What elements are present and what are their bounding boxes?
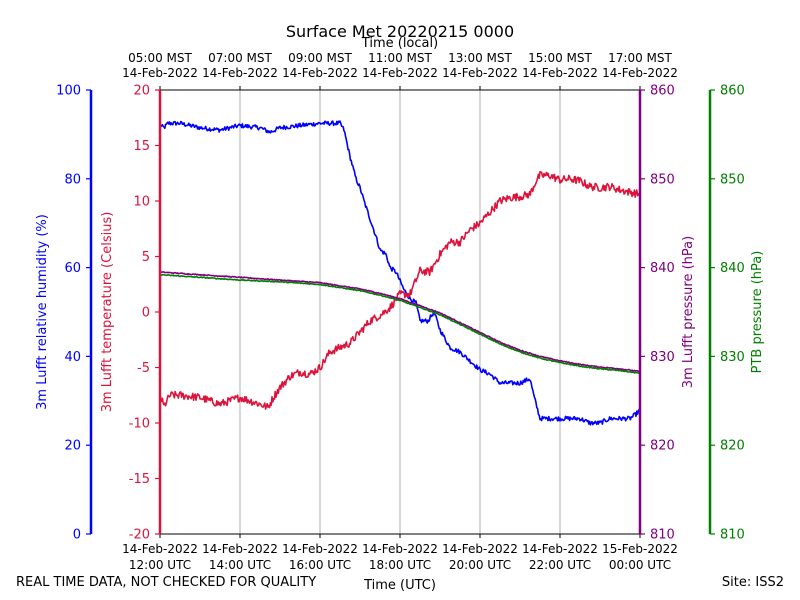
y-axis-title-temp: 3m Lufft temperature (Celsius) [100,212,115,413]
series-line-pres [159,271,641,373]
top-tick-date-label: 14-Feb-2022 [522,66,598,80]
bottom-tick-date-label: 14-Feb-2022 [442,542,518,556]
top-tick-time-label: 15:00 MST [528,51,592,65]
series-line-temp [159,171,641,410]
x-axis-label: Time (UTC) [363,578,436,593]
y-axis-title-rh: 3m Lufft relative humidity (%) [35,214,50,410]
top-tick-date-label: 14-Feb-2022 [202,66,278,80]
y-axis-title-ptb: PTB pressure (hPa) [750,251,765,374]
y-tick-label-rh: 40 [64,350,81,365]
bottom-tick-date-label: 14-Feb-2022 [282,542,358,556]
y-tick-label-temp: -15 [129,472,150,487]
y-tick-label-ptb: 860 [720,84,745,99]
y-tick-label-temp: -10 [129,417,150,432]
y-tick-label-ptb: 850 [720,172,745,187]
y-tick-label-temp: 0 [142,306,150,321]
bottom-tick-time-label: 18:00 UTC [369,558,431,572]
top-tick-date-label: 14-Feb-2022 [362,66,438,80]
bottom-tick-date-label: 14-Feb-2022 [202,542,278,556]
y-tick-label-temp: 5 [142,250,150,265]
y-tick-label-temp: 20 [133,84,150,99]
top-tick-time-label: 05:00 MST [128,51,192,65]
series-line-rh [159,120,641,426]
y-tick-label-rh: 60 [64,261,81,276]
bottom-tick-date-label: 14-Feb-2022 [522,542,598,556]
bottom-tick-date-label: 14-Feb-2022 [122,542,198,556]
y-tick-label-temp: -5 [137,361,150,376]
y-axis-title-pres: 3m Lufft pressure (hPa) [681,236,696,388]
top-tick-date-label: 14-Feb-2022 [602,66,678,80]
data-series [159,120,641,426]
bottom-tick-date-label: 14-Feb-2022 [362,542,438,556]
quality-disclaimer: REAL TIME DATA, NOT CHECKED FOR QUALITY [16,575,317,590]
bottom-tick-time-label: 20:00 UTC [449,558,511,572]
top-tick-time-label: 17:00 MST [608,51,672,65]
y-tick-label-pres: 830 [650,350,675,365]
top-tick-time-label: 11:00 MST [368,51,432,65]
bottom-tick-time-label: 12:00 UTC [129,558,191,572]
y-tick-label-pres: 850 [650,172,675,187]
series-line-ptb [159,273,641,375]
top-tick-time-label: 13:00 MST [448,51,512,65]
y-tick-label-temp: -20 [129,528,150,543]
bottom-tick-time-label: 14:00 UTC [209,558,271,572]
y-tick-label-pres: 860 [650,84,675,99]
vertical-gridlines [239,90,561,534]
y-tick-label-pres: 810 [650,528,675,543]
y-tick-label-pres: 820 [650,439,675,454]
top-axis-label: Time (local) [361,36,438,51]
y-tick-label-rh: 20 [64,439,81,454]
bottom-tick-date-label: 15-Feb-2022 [602,542,678,556]
top-tick-date-label: 14-Feb-2022 [122,66,198,80]
bottom-tick-time-label: 16:00 UTC [289,558,351,572]
bottom-tick-time-label: 00:00 UTC [609,558,671,572]
chart-title: Surface Met 20220215 0000 [286,22,514,41]
y-tick-label-rh: 80 [64,172,81,187]
y-tick-label-rh: 0 [73,528,81,543]
y-tick-label-ptb: 810 [720,528,745,543]
top-tick-time-label: 09:00 MST [288,51,352,65]
y-tick-label-ptb: 830 [720,350,745,365]
y-tick-label-rh: 100 [56,84,81,99]
top-tick-time-label: 07:00 MST [208,51,272,65]
top-tick-date-label: 14-Feb-2022 [282,66,358,80]
y-tick-label-ptb: 820 [720,439,745,454]
top-tick-date-label: 14-Feb-2022 [442,66,518,80]
y-tick-label-ptb: 840 [720,261,745,276]
bottom-tick-time-label: 22:00 UTC [529,558,591,572]
y-tick-label-pres: 840 [650,261,675,276]
y-tick-label-temp: 15 [133,139,150,154]
site-label: Site: ISS2 [721,575,784,590]
y-tick-label-temp: 10 [133,195,150,210]
